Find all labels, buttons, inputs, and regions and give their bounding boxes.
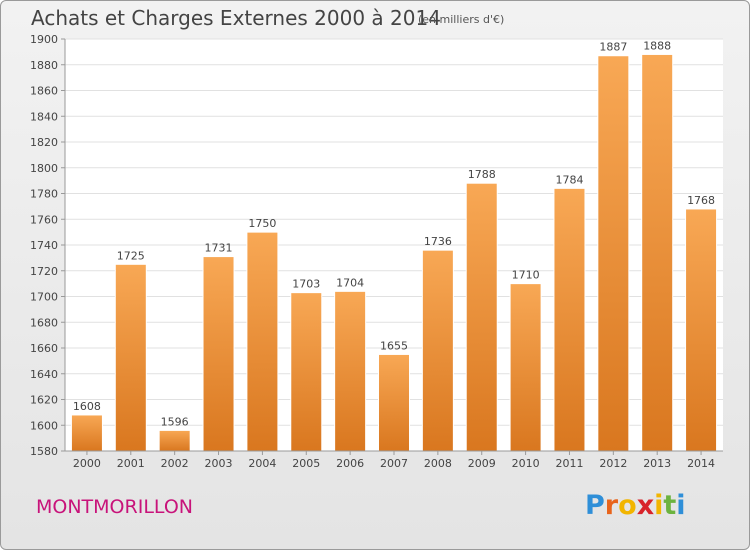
bar-2004	[246, 231, 279, 452]
y-tick-label: 1800	[30, 162, 58, 175]
data-label-2012: 1887	[599, 41, 627, 54]
axes-group: 1580 1600 1620 1640 1660 1680 1700 1720 1740 1760…	[30, 33, 723, 470]
x-tick-label-2001: 2001	[117, 457, 145, 470]
x-tick-label-2002: 2002	[161, 457, 189, 470]
logo-letter: i	[654, 490, 664, 521]
bar-2007	[378, 353, 410, 452]
data-label-2009: 1788	[468, 168, 496, 181]
bar-2003	[202, 256, 235, 452]
bar-2010	[509, 283, 542, 452]
x-tick-label-2006: 2006	[336, 457, 364, 470]
bar-2009	[465, 182, 498, 452]
bar-2013	[641, 53, 674, 452]
x-tick-label-2010: 2010	[512, 457, 540, 470]
y-tick-label: 1780	[30, 188, 58, 201]
data-label-2001: 1725	[117, 249, 145, 262]
chart-unit-note: (en milliers d'€)	[418, 13, 505, 26]
data-label-2002: 1596	[161, 415, 189, 428]
x-tick-label-2005: 2005	[292, 457, 320, 470]
data-label-2005: 1703	[292, 278, 320, 291]
logo-letter: o	[618, 490, 637, 521]
bar-2008	[421, 249, 454, 452]
data-label-2013: 1888	[643, 39, 671, 52]
y-tick-label: 1860	[30, 85, 58, 98]
data-label-2008: 1736	[424, 235, 452, 248]
proxiti-logo: Proxiti	[585, 490, 686, 521]
city-name: MONTMORILLON	[36, 496, 193, 518]
x-tick-label-2009: 2009	[468, 457, 496, 470]
bar-2000	[70, 414, 103, 452]
y-tick-label: 1600	[30, 419, 58, 432]
x-tick-label-2013: 2013	[643, 457, 671, 470]
y-tick-label: 1820	[30, 136, 58, 149]
data-label-2010: 1710	[512, 269, 540, 282]
bar-2011	[553, 187, 586, 452]
data-label-2000: 1608	[73, 400, 101, 413]
bar-2012	[597, 55, 630, 452]
y-tick-label: 1740	[30, 239, 58, 252]
bar-2005	[290, 292, 323, 452]
data-label-2004: 1750	[248, 217, 276, 230]
y-tick-label: 1700	[30, 291, 58, 304]
x-tick-label-2012: 2012	[599, 457, 627, 470]
x-tick-label-2003: 2003	[205, 457, 233, 470]
bar-2002	[158, 429, 191, 452]
logo-letter: r	[604, 490, 619, 521]
data-label-2003: 1731	[205, 242, 233, 255]
y-tick-label: 1720	[30, 265, 58, 278]
y-tick-label: 1620	[30, 394, 58, 407]
y-tick-label: 1680	[30, 316, 58, 329]
data-label-2014: 1768	[687, 194, 715, 207]
data-label-2007: 1655	[380, 339, 408, 352]
x-tick-label-2000: 2000	[73, 457, 101, 470]
y-tick-label: 1900	[30, 33, 58, 46]
y-tick-label: 1640	[30, 368, 58, 381]
logo-letter: t	[663, 490, 677, 521]
x-tick-label-2008: 2008	[424, 457, 452, 470]
y-tick-label: 1760	[30, 213, 58, 226]
bar-2006	[334, 290, 367, 452]
bar-2014	[685, 208, 718, 452]
data-label-2006: 1704	[336, 276, 364, 289]
x-tick-label-2014: 2014	[687, 457, 715, 470]
x-tick-label-2004: 2004	[248, 457, 276, 470]
x-tick-label-2011: 2011	[555, 457, 583, 470]
y-tick-label: 1880	[30, 59, 58, 72]
y-tick-label: 1840	[30, 110, 58, 123]
y-tick-label: 1580	[30, 445, 58, 458]
x-tick-label-2007: 2007	[380, 457, 408, 470]
logo-letter: i	[676, 490, 686, 521]
logo-letter: P	[585, 490, 605, 521]
data-label-2011: 1784	[555, 173, 583, 186]
bars-group: 1608 1725 1596 1731 1750 1703 1704 1655 1736 1788…	[70, 39, 718, 452]
y-tick-label: 1660	[30, 342, 58, 355]
logo-letter: x	[636, 490, 655, 521]
bar-2001	[114, 263, 147, 452]
chart-title: Achats et Charges Externes 2000 à 2014	[31, 6, 441, 30]
